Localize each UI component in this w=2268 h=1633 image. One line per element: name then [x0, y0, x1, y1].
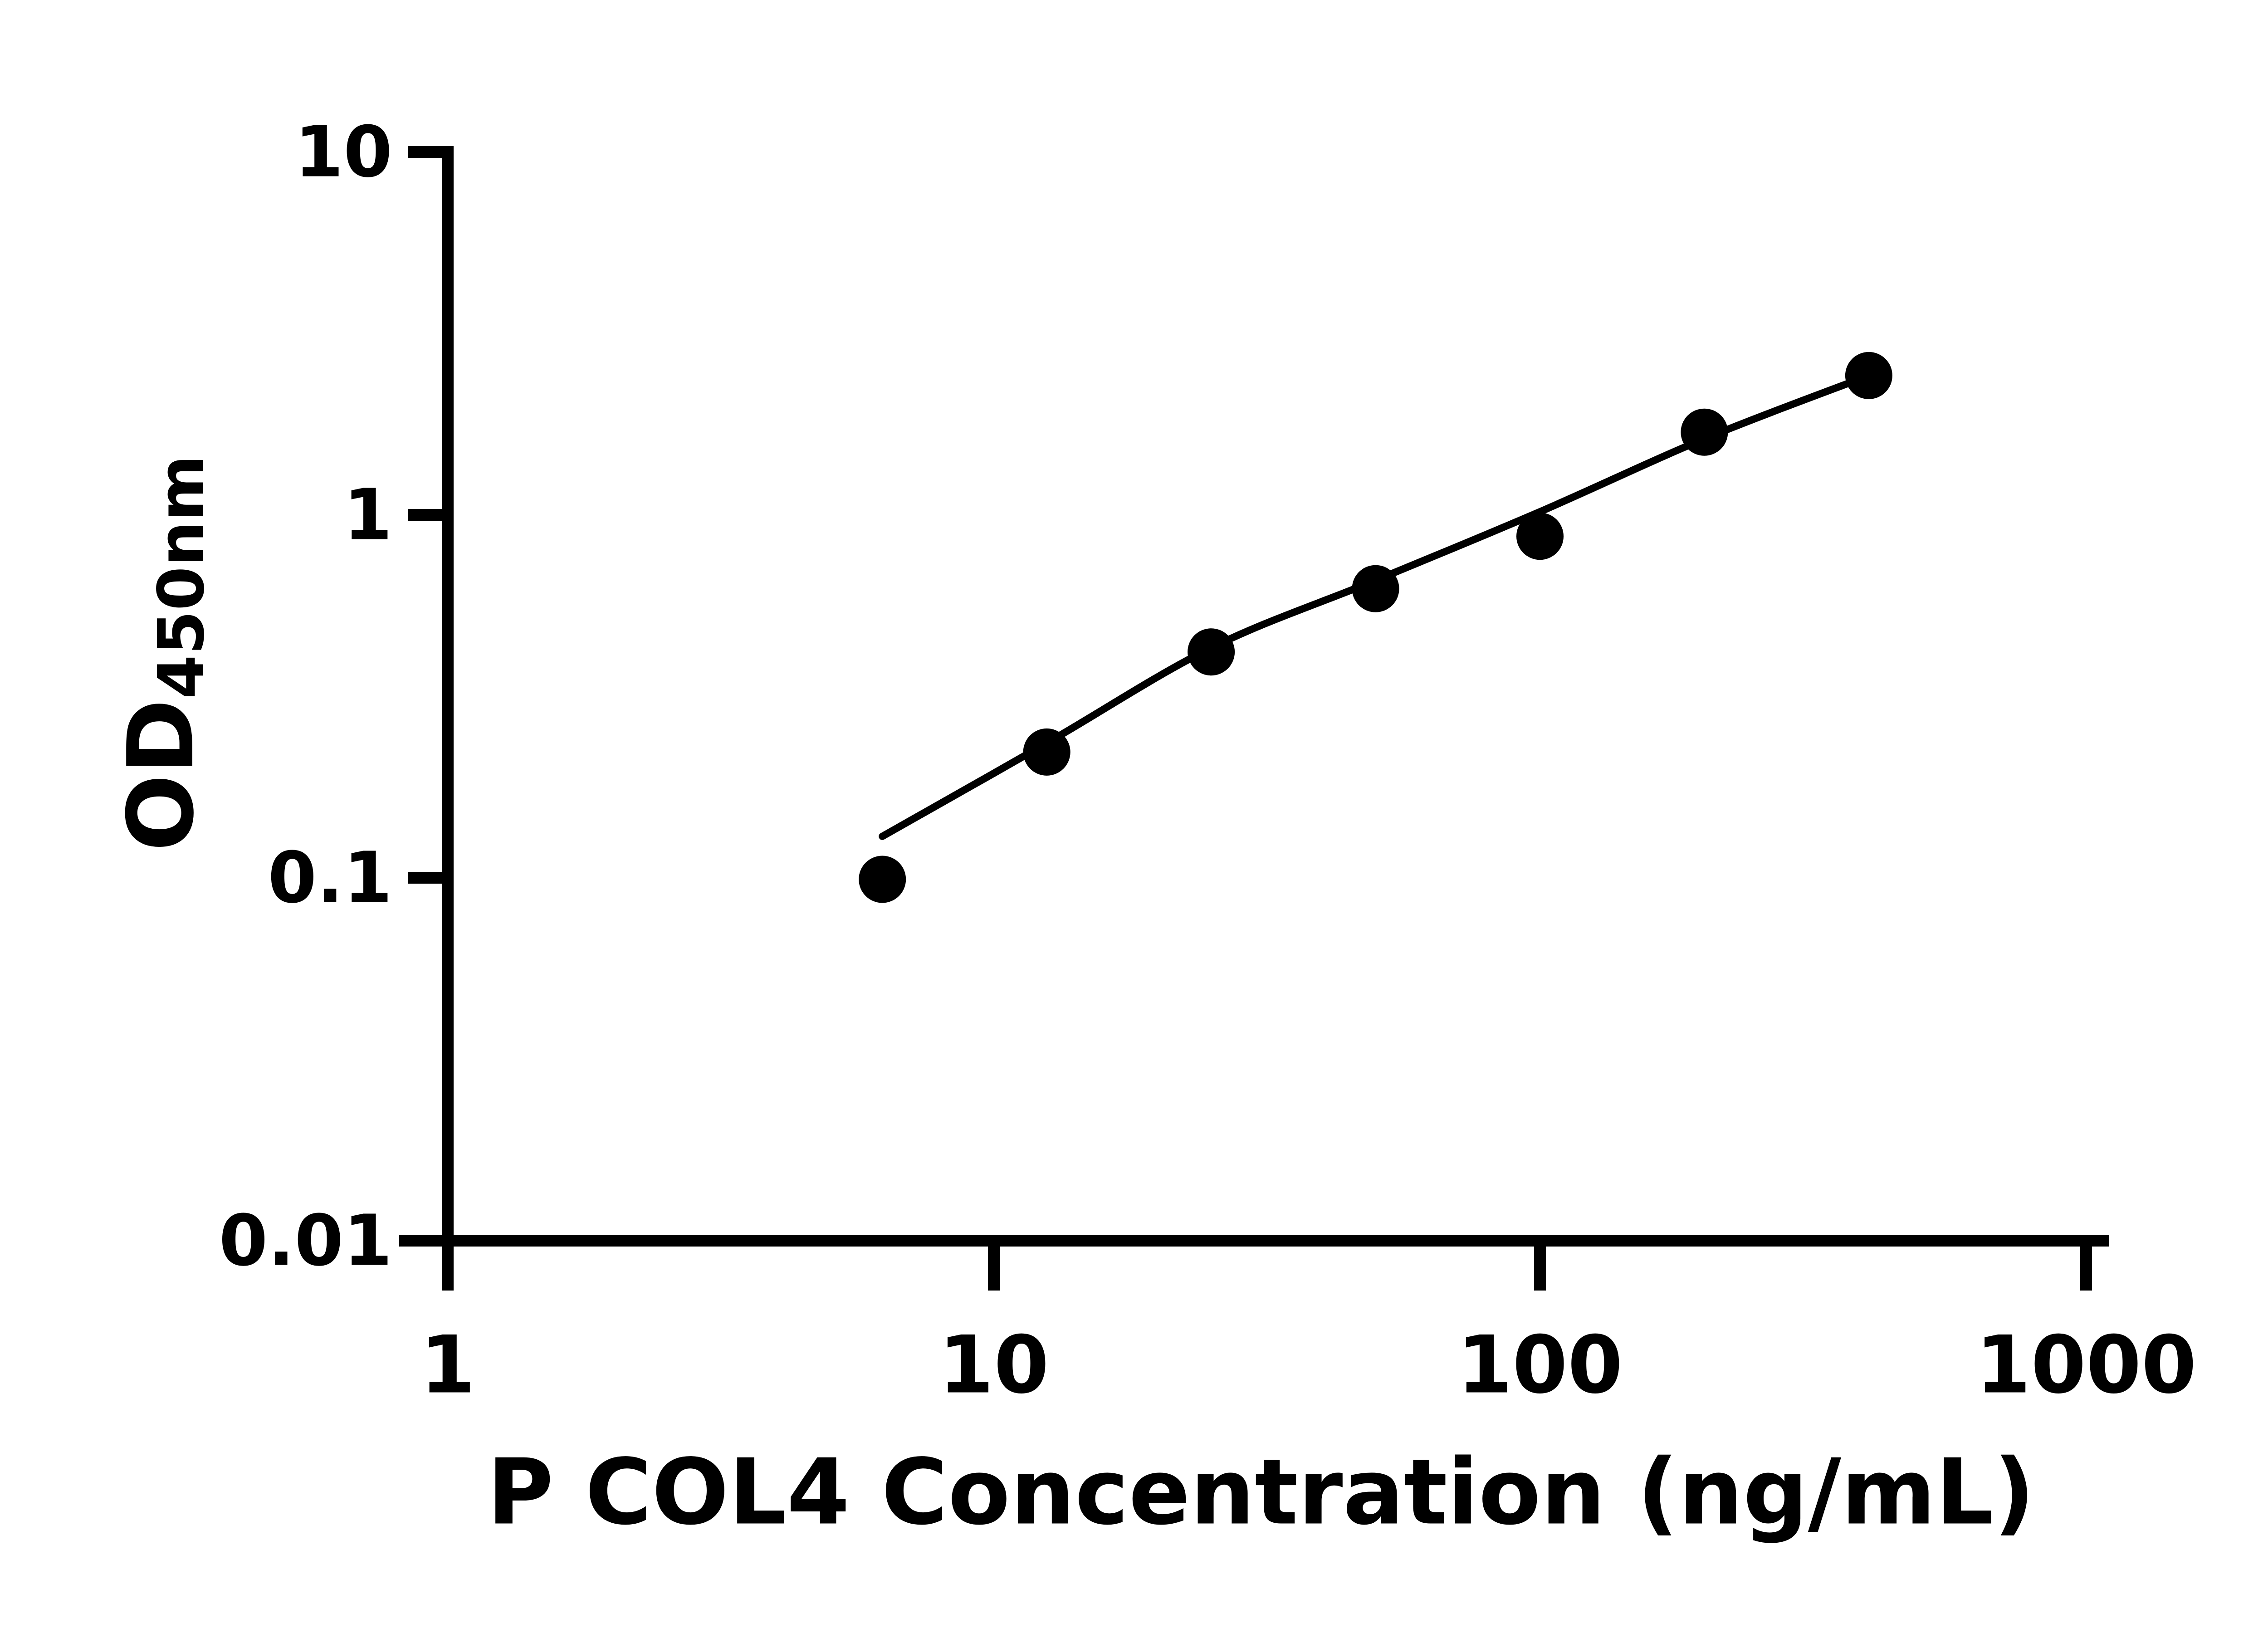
x-tick-label-1000: 1000: [1975, 1320, 2196, 1412]
x-tick-label-10: 10: [938, 1320, 1049, 1412]
data-point: [1681, 408, 1728, 456]
y-axis-title-main: OD: [108, 699, 214, 851]
data-point: [1516, 513, 1564, 560]
data-point: [859, 856, 906, 903]
y-axis-title: OD450nm: [108, 455, 219, 851]
y-axis-title-subscript: 450nm: [145, 455, 219, 699]
data-point: [1188, 628, 1235, 676]
x-tick-label-100: 100: [1457, 1320, 1623, 1412]
y-tick-label-0.1: 0.1: [268, 837, 392, 919]
data-point: [1845, 352, 1892, 399]
x-axis-title: P COL4 Concentration (ng/mL): [487, 1440, 2035, 1545]
y-tick-label-0.01: 0.01: [219, 1200, 392, 1282]
x-tick-label-1: 1: [420, 1320, 475, 1412]
data-point: [1023, 728, 1070, 776]
y-tick-label-10: 10: [294, 111, 392, 193]
y-tick-label-1: 1: [343, 474, 392, 556]
data-point-group: [859, 352, 1892, 903]
data-point: [1352, 565, 1399, 612]
svg-text:OD450nm: OD450nm: [108, 455, 219, 851]
